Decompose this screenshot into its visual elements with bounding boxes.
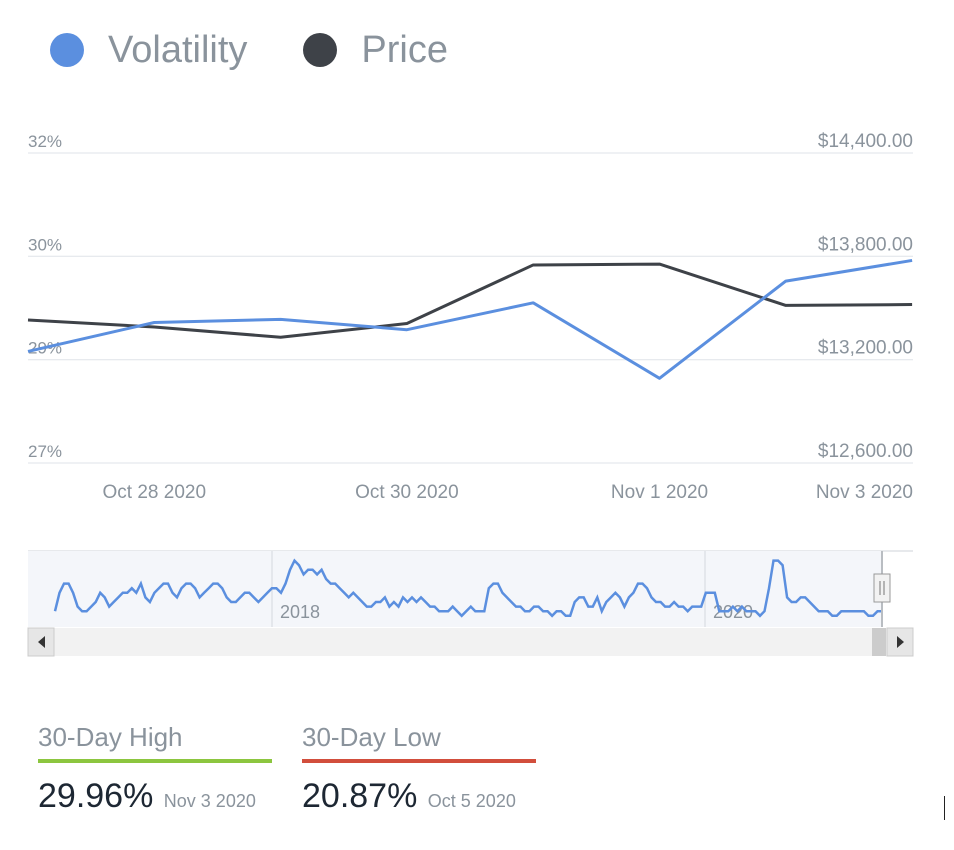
legend-label-price: Price (361, 28, 448, 71)
right-axis-tick-label: $13,800.00 (818, 234, 913, 255)
scrollbar-thumb[interactable] (872, 628, 886, 656)
stat-low-date: Oct 5 2020 (427, 791, 516, 811)
stat-high-value: 29.96% (38, 777, 154, 815)
stat-30-day-low: 30-Day Low 20.87% Oct 5 2020 (302, 722, 536, 816)
volatility-price-chart: 32%30%29%27% $14,400.00$13,800.00$13,200… (27, 131, 914, 657)
volatility-dot-icon (50, 33, 84, 67)
stat-low-value: 20.87% (302, 777, 418, 815)
stats-section: 30-Day High 29.96% Nov 3 2020 30-Day Low… (38, 722, 566, 816)
right-axis-tick-label: $14,400.00 (818, 131, 913, 152)
legend-item-volatility[interactable]: Volatility (50, 29, 247, 72)
stat-30-day-high: 30-Day High 29.96% Nov 3 2020 (38, 722, 272, 816)
left-axis: 32%30%29%27% (28, 132, 62, 461)
scrollbar-track[interactable] (28, 628, 913, 656)
series-line-price (27, 262, 913, 339)
stat-low-title: 30-Day Low (302, 722, 441, 752)
text-cursor (944, 796, 945, 820)
scroll-left-arrow-icon (38, 636, 45, 648)
left-axis-tick-label: 32% (28, 132, 62, 151)
navigator-background (28, 551, 882, 627)
left-axis-tick-label: 27% (28, 442, 62, 461)
grid-lines (28, 152, 913, 464)
navigator-year-label: 2018 (280, 602, 320, 622)
right-axis-tick-label: $12,600.00 (818, 441, 913, 462)
stat-high-underline (38, 759, 272, 763)
navigator-handle-icon[interactable] (873, 573, 891, 603)
x-axis-tick-label: Nov 1 2020 (611, 482, 708, 503)
x-axis-tick-label: Oct 30 2020 (355, 482, 459, 503)
x-axis: Oct 28 2020 Oct 30 2020 Nov 1 2020 Nov 3 20… (103, 482, 913, 503)
navigator-volatility-line (53, 558, 882, 618)
price-dot-icon (303, 33, 338, 67)
stat-high-date: Nov 3 2020 (163, 791, 256, 811)
left-axis-tick-label: 30% (28, 235, 62, 254)
legend-label-volatility: Volatility (108, 28, 248, 71)
right-axis-tick-label: $13,200.00 (818, 338, 913, 359)
navigator[interactable]: 2018 2020 (27, 550, 914, 657)
scroll-right-arrow-icon (897, 636, 904, 648)
legend-item-price[interactable]: Price (303, 29, 448, 72)
scrollbar[interactable] (27, 627, 914, 657)
stat-high-title: 30-Day High (38, 722, 183, 752)
chart-legend: Volatility Price (50, 24, 504, 76)
series-line-volatility (27, 258, 913, 380)
x-axis-tick-label: Oct 28 2020 (103, 482, 207, 503)
right-axis: $14,400.00 $13,800.00 $13,200.00 $12,600.00 (818, 131, 913, 462)
stat-low-underline (302, 759, 536, 763)
series-lines (27, 258, 913, 380)
x-axis-tick-label: Nov 3 2020 (816, 482, 913, 503)
